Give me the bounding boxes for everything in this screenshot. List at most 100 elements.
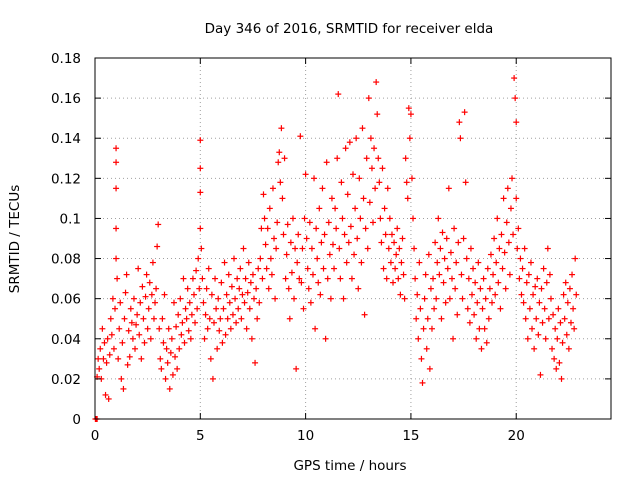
data-point xyxy=(346,139,353,146)
data-point xyxy=(516,275,523,282)
data-point xyxy=(538,285,545,292)
data-point xyxy=(120,385,127,392)
data-point xyxy=(221,259,228,266)
data-point xyxy=(560,291,567,298)
data-point xyxy=(472,279,479,286)
x-tick-label: 5 xyxy=(196,428,205,444)
data-point xyxy=(316,205,323,212)
data-point xyxy=(467,245,474,252)
data-point xyxy=(485,315,492,322)
data-point xyxy=(526,305,533,312)
data-point xyxy=(229,311,236,318)
data-point xyxy=(345,239,352,246)
data-point xyxy=(487,251,494,258)
data-point xyxy=(141,339,148,346)
data-point xyxy=(359,125,366,132)
data-point xyxy=(326,251,333,258)
data-point xyxy=(432,239,439,246)
data-point xyxy=(468,291,475,298)
data-point xyxy=(537,371,544,378)
data-point xyxy=(332,205,339,212)
data-point xyxy=(182,305,189,312)
data-point xyxy=(122,289,129,296)
data-point xyxy=(328,195,335,202)
data-point xyxy=(407,111,414,118)
data-point xyxy=(397,291,404,298)
data-point xyxy=(547,295,554,302)
data-point xyxy=(201,335,208,342)
data-point xyxy=(465,275,472,282)
data-point xyxy=(239,291,246,298)
data-point xyxy=(486,285,493,292)
chart-title: Day 346 of 2016, SRMTID for receiver eld… xyxy=(205,21,494,37)
data-point xyxy=(437,245,444,252)
data-point xyxy=(569,271,576,278)
data-point xyxy=(179,319,186,326)
data-point xyxy=(350,171,356,178)
data-point xyxy=(173,323,180,330)
data-point xyxy=(371,145,378,152)
data-point xyxy=(410,215,417,222)
data-point xyxy=(534,275,541,282)
data-point xyxy=(319,185,326,192)
data-point xyxy=(183,315,190,322)
data-point xyxy=(347,223,354,230)
data-point xyxy=(364,245,371,252)
data-point xyxy=(117,299,124,306)
data-point xyxy=(481,325,488,332)
data-point xyxy=(303,235,310,242)
data-point xyxy=(430,275,437,282)
data-point xyxy=(300,305,307,312)
data-point xyxy=(428,325,435,332)
data-point xyxy=(207,355,214,362)
data-point xyxy=(520,299,527,306)
data-point xyxy=(418,355,425,362)
data-point xyxy=(477,285,484,292)
data-point xyxy=(296,275,303,282)
data-point xyxy=(238,315,245,322)
data-point xyxy=(200,299,207,306)
data-point xyxy=(447,249,454,256)
data-point xyxy=(396,245,403,252)
y-tick-label: 0.1 xyxy=(60,211,81,227)
data-points xyxy=(92,75,580,422)
data-point xyxy=(445,185,452,192)
x-tick-label: 15 xyxy=(402,428,419,444)
data-point xyxy=(265,285,272,292)
data-point xyxy=(139,283,146,290)
data-point xyxy=(502,285,509,292)
data-point xyxy=(461,109,468,116)
data-point xyxy=(186,299,193,306)
data-point xyxy=(193,267,200,274)
data-point xyxy=(113,185,120,192)
data-point xyxy=(162,375,169,382)
data-point xyxy=(386,215,393,222)
data-point xyxy=(123,271,130,278)
data-point xyxy=(197,165,204,172)
data-point xyxy=(114,275,121,282)
data-point xyxy=(524,335,531,342)
data-point xyxy=(557,319,564,326)
data-point xyxy=(521,245,528,252)
data-point xyxy=(311,175,318,182)
data-point xyxy=(295,231,302,238)
data-point xyxy=(130,295,137,302)
data-point xyxy=(360,195,367,202)
data-point xyxy=(323,159,330,166)
data-point xyxy=(431,305,438,312)
data-point xyxy=(435,215,442,222)
data-point xyxy=(204,325,211,332)
data-point xyxy=(125,327,132,334)
data-point xyxy=(381,205,388,212)
data-point xyxy=(156,325,163,332)
x-tick-label: 20 xyxy=(508,428,525,444)
data-point xyxy=(492,291,499,298)
data-point xyxy=(500,195,507,202)
data-point xyxy=(458,271,465,278)
data-point xyxy=(272,295,279,302)
x-tick-label: 10 xyxy=(297,428,314,444)
data-point xyxy=(271,235,278,242)
data-point xyxy=(404,195,411,202)
data-point xyxy=(479,305,486,312)
data-point xyxy=(463,255,470,262)
